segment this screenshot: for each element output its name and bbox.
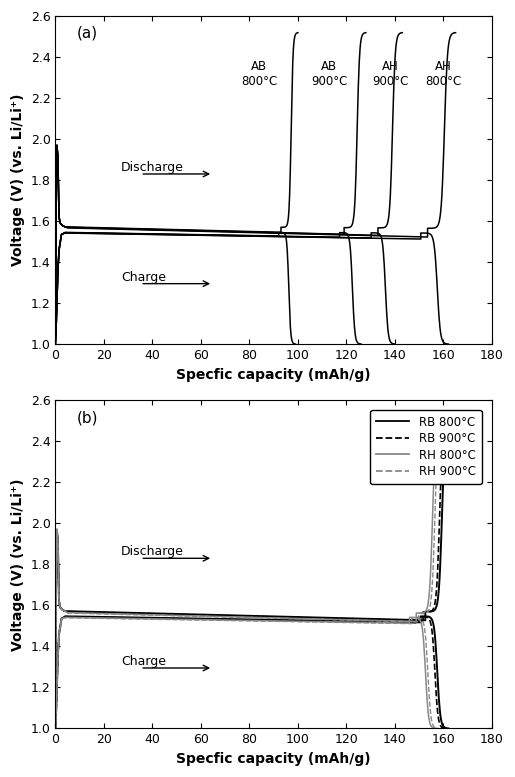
Text: AB
900°C: AB 900°C	[311, 60, 348, 88]
X-axis label: Specfic capacity (mAh/g): Specfic capacity (mAh/g)	[176, 368, 371, 382]
Text: AB
800°C: AB 800°C	[241, 60, 277, 88]
Text: Charge: Charge	[121, 655, 166, 668]
Text: AH
800°C: AH 800°C	[425, 60, 461, 88]
Text: Charge: Charge	[121, 270, 166, 284]
Text: Discharge: Discharge	[121, 161, 184, 174]
Text: (a): (a)	[77, 26, 98, 41]
Legend: RB 800°C, RB 900°C, RH 800°C, RH 900°C: RB 800°C, RB 900°C, RH 800°C, RH 900°C	[370, 409, 482, 484]
X-axis label: Specfic capacity (mAh/g): Specfic capacity (mAh/g)	[176, 752, 371, 766]
Text: (b): (b)	[77, 410, 99, 425]
Y-axis label: Voltage (V) (vs. Li/Li⁺): Voltage (V) (vs. Li/Li⁺)	[11, 94, 25, 267]
Text: Discharge: Discharge	[121, 545, 184, 558]
Y-axis label: Voltage (V) (vs. Li/Li⁺): Voltage (V) (vs. Li/Li⁺)	[11, 478, 25, 650]
Text: AH
900°C: AH 900°C	[372, 60, 408, 88]
